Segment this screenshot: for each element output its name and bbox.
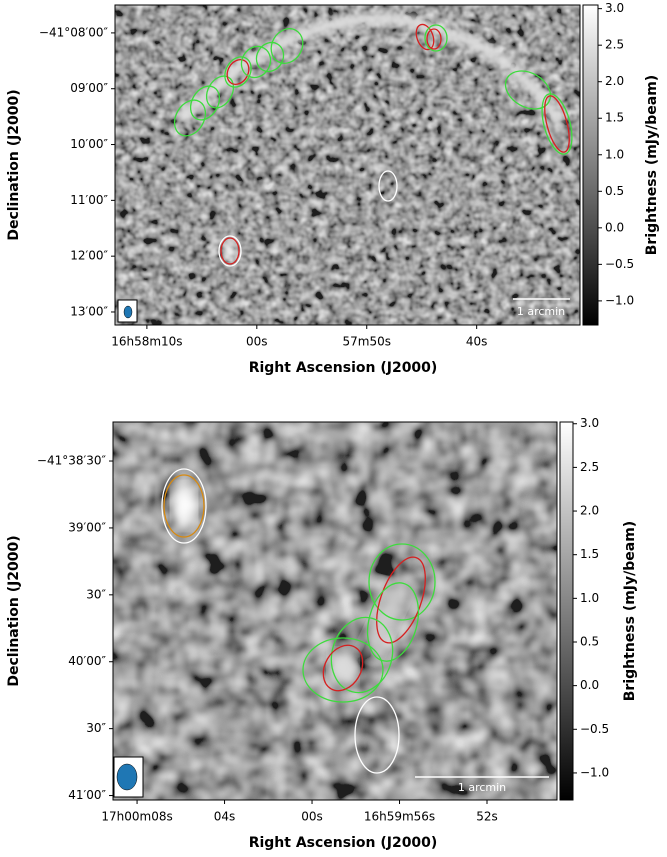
colorbar-tick-label: 2.5 [605, 38, 624, 52]
x-axis-label: Right Ascension (J2000) [249, 835, 438, 851]
colorbar-tick-label: 1.0 [580, 591, 599, 605]
colorbar [582, 4, 599, 326]
colorbar-tick-label: −1.0 [580, 765, 609, 779]
colorbar-tick-label: 3.0 [605, 1, 624, 15]
colorbar-tick-label: −0.5 [605, 257, 634, 271]
colorbar-tick-label: 0.5 [605, 184, 624, 198]
colorbar-tick-label: 0.0 [605, 220, 624, 234]
x-tick-label: 40s [466, 335, 488, 349]
y-tick-label: −41°08′00″ [39, 25, 109, 39]
colorbar [559, 421, 574, 801]
plot-frame [112, 421, 558, 801]
colorbar-tick-label: 2.0 [580, 504, 599, 518]
x-tick-label: 00s [301, 810, 323, 824]
y-tick-label: 11′00″ [70, 193, 108, 207]
y-tick-label: 13′00″ [70, 304, 108, 318]
y-axis-label: Declination (J2000) [6, 89, 22, 240]
colorbar-label: Brightness (mJy/beam) [622, 521, 638, 701]
x-tick-label: 17h00m08s [101, 810, 172, 824]
y-axis-label: Declination (J2000) [6, 535, 22, 686]
colorbar-tick-label: 3.0 [580, 416, 599, 430]
colorbar-tick-label: −0.5 [580, 722, 609, 736]
colorbar-tick-label: −1.0 [605, 293, 634, 307]
image-panel-2 [113, 422, 557, 800]
scalebar-label: 1 arcmin [517, 305, 565, 318]
x-tick-label: 16h58m10s [111, 335, 182, 349]
x-tick-label: 00s [246, 335, 268, 349]
y-tick-label: 30″ [86, 587, 106, 601]
x-tick-label: 52s [476, 810, 498, 824]
colorbar-tick-label: 1.5 [580, 547, 599, 561]
y-tick-label: 39′00″ [68, 520, 106, 534]
y-tick-label: 41′00″ [68, 788, 106, 802]
colorbar-tick-label: 2.0 [605, 74, 624, 88]
image-panel-1 [115, 5, 580, 325]
colorbar-tick-label: 0.5 [580, 634, 599, 648]
colorbar-label: Brightness (mJy/beam) [644, 75, 660, 255]
colorbar-tick-label: 1.0 [605, 147, 624, 161]
colorbar-tick-label: 0.0 [580, 678, 599, 692]
colorbar-tick-label: 2.5 [580, 460, 599, 474]
scalebar-label: 1 arcmin [458, 781, 506, 794]
y-tick-label: 30″ [86, 721, 106, 735]
x-tick-label: 57m50s [342, 335, 390, 349]
y-tick-label: 09′00″ [70, 81, 108, 95]
plot-frame [114, 4, 581, 326]
x-tick-label: 04s [214, 810, 236, 824]
y-tick-label: 10′00″ [70, 137, 108, 151]
x-axis-label: Right Ascension (J2000) [249, 360, 438, 376]
x-tick-label: 16h59m56s [364, 810, 435, 824]
y-tick-label: 40′00″ [68, 654, 106, 668]
y-tick-label: −41°38′30″ [37, 454, 107, 468]
colorbar-tick-label: 1.5 [605, 111, 624, 125]
y-tick-label: 12′00″ [70, 249, 108, 263]
